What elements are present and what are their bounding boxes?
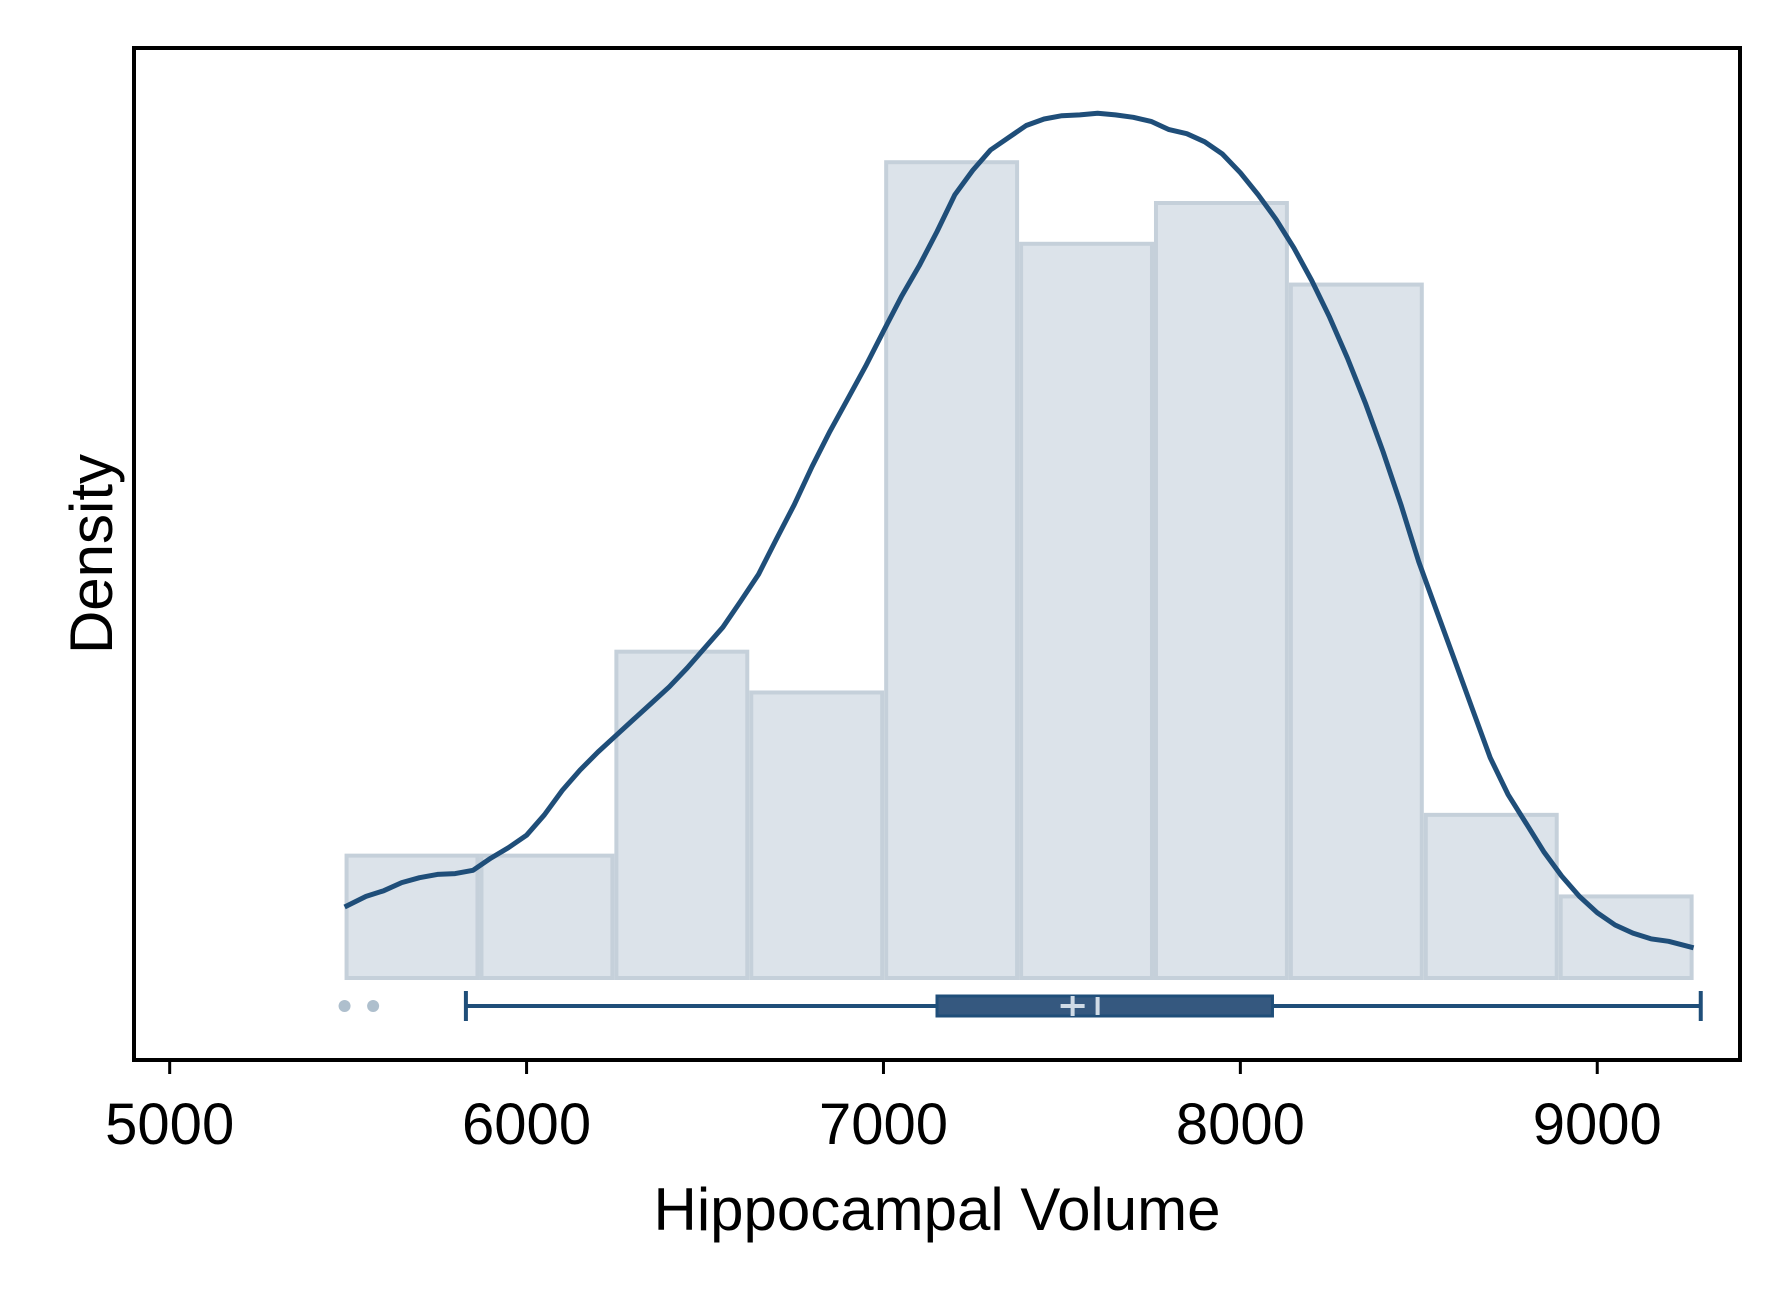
boxplot: [338, 991, 1703, 1021]
plot-frame: [132, 46, 1742, 1062]
y-axis-title: Density: [58, 454, 125, 654]
x-axis-title: Hippocampal Volume: [654, 1176, 1221, 1243]
x-tick-label: 6000: [462, 1092, 591, 1157]
x-tick-label: 7000: [819, 1092, 948, 1157]
histogram-bar: [1558, 894, 1694, 981]
x-tick-label: 9000: [1533, 1092, 1662, 1157]
histogram-bar: [749, 690, 885, 980]
outlier-point: [338, 1000, 351, 1012]
histogram-bar: [1288, 282, 1424, 981]
histogram-bar: [614, 649, 750, 980]
x-tick-label: 5000: [105, 1092, 234, 1157]
density-curve: [343, 110, 1695, 951]
histogram-bars: [344, 160, 1694, 981]
density-curve-layer: [343, 110, 1695, 951]
histogram-bar: [479, 853, 615, 981]
x-axis-ticks: 5000 6000 7000 8000 9000: [105, 1060, 1662, 1157]
box-iqr: [935, 994, 1274, 1018]
x-tick-label: 8000: [1176, 1092, 1305, 1157]
outlier-point: [367, 1000, 380, 1012]
histogram-bar: [1019, 241, 1154, 980]
histogram-bar: [1153, 201, 1289, 980]
histogram-bar: [884, 160, 1020, 981]
